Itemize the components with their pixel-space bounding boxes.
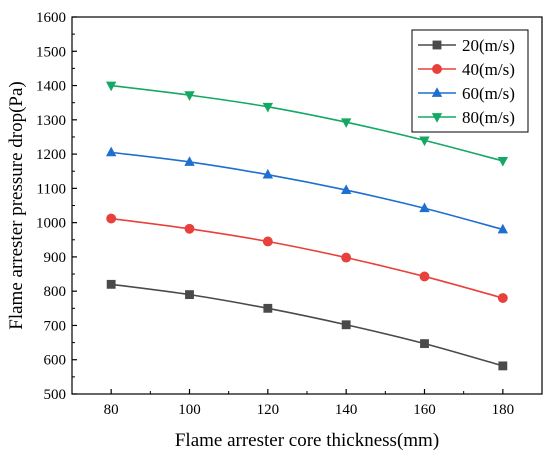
data-point (105, 81, 117, 92)
legend-label: 80(m/s) (462, 108, 515, 127)
data-point (497, 293, 508, 303)
data-point (340, 118, 352, 128)
y-tick-label: 600 (44, 353, 67, 369)
y-tick-label: 1600 (36, 10, 66, 26)
legend-box (411, 29, 529, 133)
y-tick-label: 1500 (36, 44, 66, 60)
x-axis-title: Flame arrester core thickness(mm) (175, 430, 439, 451)
data-point (262, 236, 273, 247)
data-point (184, 156, 195, 166)
series-60(m/s) (105, 146, 509, 234)
legend-marker (431, 87, 443, 97)
data-point (341, 252, 352, 263)
legend-label: 40(m/s) (462, 60, 515, 79)
data-point (497, 223, 509, 234)
x-tick-label: 140 (335, 402, 358, 418)
data-point (341, 320, 351, 330)
legend-label: 60(m/s) (462, 84, 515, 103)
data-point (419, 271, 430, 282)
data-point (105, 146, 117, 157)
y-tick-label: 700 (44, 318, 67, 334)
series-line (111, 151, 504, 231)
data-point (340, 184, 352, 194)
series-20(m/s) (106, 279, 508, 371)
x-tick-label: 80 (104, 402, 119, 418)
data-point (420, 339, 429, 349)
legend-marker (431, 113, 443, 123)
data-point (185, 290, 194, 300)
y-tick-label: 1400 (36, 79, 66, 95)
y-tick-label: 1300 (36, 113, 66, 129)
series-40(m/s) (106, 213, 508, 303)
legend-marker (432, 40, 442, 50)
series-80(m/s) (105, 81, 509, 167)
data-point (497, 157, 509, 167)
data-point (262, 168, 274, 179)
series-line (111, 217, 504, 299)
x-tick-label: 160 (413, 402, 436, 418)
x-tick-label: 120 (257, 402, 280, 418)
y-axis-title: Flame arrester pressure drop(Pa) (6, 81, 27, 329)
data-point (184, 223, 195, 234)
x-tick-label: 100 (178, 402, 201, 418)
data-point (262, 102, 274, 113)
y-tick-label: 1100 (37, 181, 66, 197)
series-line (111, 283, 504, 367)
legend-marker (432, 64, 442, 74)
x-tick-label: 180 (492, 402, 515, 418)
y-tick-label: 1200 (36, 147, 66, 163)
data-point (263, 303, 273, 313)
data-point (419, 136, 430, 147)
legend-label: 20(m/s) (462, 36, 515, 55)
data-point (106, 279, 116, 289)
y-tick-label: 900 (44, 250, 67, 266)
data-point (184, 91, 195, 101)
data-point (419, 202, 430, 213)
y-tick-label: 500 (44, 387, 67, 403)
data-point (498, 361, 508, 371)
data-point (106, 213, 117, 224)
y-tick-label: 800 (44, 284, 67, 300)
series-line (111, 84, 504, 162)
y-tick-label: 1000 (36, 216, 66, 232)
